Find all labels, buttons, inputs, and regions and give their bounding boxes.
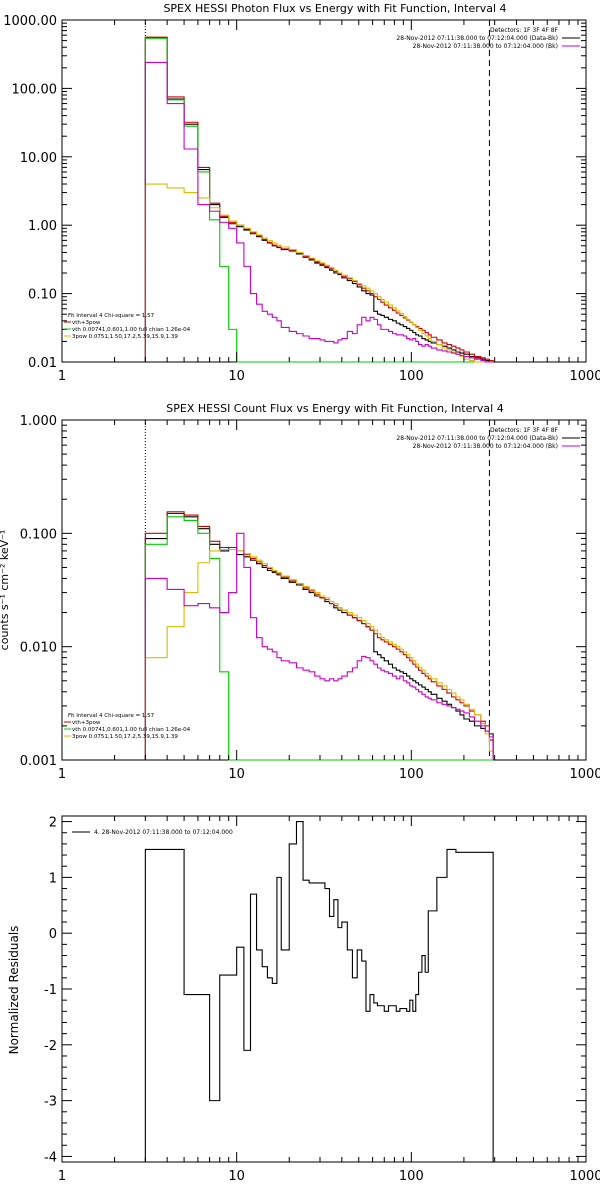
panel3-frame xyxy=(61,815,587,1163)
y-tick-label: 0.10 xyxy=(28,288,57,303)
panel1-frame xyxy=(61,19,587,363)
series-3-step-line xyxy=(144,548,494,760)
y-tick-label: 1000.00 xyxy=(3,14,57,29)
series-1-step-line xyxy=(144,511,494,760)
legend-top-entry: 28-Nov-2012 07:11:38.000 to 07:12:04.000… xyxy=(413,443,558,450)
y-tick-label: 0 xyxy=(49,927,57,942)
legend-residual-entry: 4. 28-Nov-2012 07:11:38.000 to 07:12:04.… xyxy=(94,829,233,836)
y-tick-label: 0.01 xyxy=(28,356,57,371)
y-tick-label: 1 xyxy=(49,871,57,886)
x-tick-label: 1000 xyxy=(569,767,600,782)
x-tick-label: 1000 xyxy=(569,1169,600,1184)
legend-bottom-entry: vth 0.00741,0.601,1.00 full chian 1.26e-… xyxy=(72,727,191,733)
legend-top-entry: 28-Nov-2012 07:11:38.000 to 07:12:04.000… xyxy=(413,43,558,50)
x-tick-label: 1 xyxy=(58,767,66,782)
panel2-ylabel: counts s⁻¹ cm⁻² keV⁻¹ xyxy=(0,530,11,651)
x-tick-label: 10 xyxy=(228,369,245,384)
series-3-step-line xyxy=(144,183,494,363)
x-tick-label: 100 xyxy=(399,1169,424,1184)
y-tick-label: 0.010 xyxy=(20,641,57,656)
series-2-step-line xyxy=(144,516,494,761)
y-tick-label: 0.001 xyxy=(20,754,57,769)
y-tick-label: -3 xyxy=(44,1095,57,1110)
panel1-title: SPEX HESSI Photon Flux vs Energy with Fi… xyxy=(163,2,506,15)
y-tick-label: -4 xyxy=(44,1150,57,1165)
panel2-title: SPEX HESSI Count Flux vs Energy with Fit… xyxy=(166,402,503,415)
y-tick-label: 2 xyxy=(49,816,57,831)
series-4-step-line xyxy=(144,532,494,760)
legend-bottom-entry: 3pow 0.0751,1.50,17.2,5.39,15.9,1.39 xyxy=(72,734,178,740)
residuals-panel: Normalized Residuals 1 10 100 1000 -4 -3 -2 -1 0… xyxy=(7,815,600,1184)
x-tick-label: 10 xyxy=(228,1169,245,1184)
series-0-step-line xyxy=(144,512,494,760)
x-tick-label: 100 xyxy=(399,767,424,782)
y-tick-label: -1 xyxy=(44,983,57,998)
legend-bottom-entry: 3pow 0.0751,1.50,17.2,5.39,15.9,1.39 xyxy=(72,334,178,340)
photon-flux-panel: SPEX HESSI Photon Flux vs Energy with Fi… xyxy=(3,2,600,384)
legend-bottom-entry: vth 0.00741,0.601,1.00 full chian 1.26e-… xyxy=(72,327,191,333)
legend-top-entry: 28-Nov-2012 07:11:38.000 to 07:12:04.000… xyxy=(396,435,558,442)
y-tick-label: 0.100 xyxy=(20,527,57,542)
y-tick-label: 1.00 xyxy=(28,219,57,234)
y-tick-label: 100.00 xyxy=(12,82,58,97)
legend-top-entry: Detectors: 1F 3F 4F 8F xyxy=(490,427,559,434)
legend-bottom-entry: vth+3pow xyxy=(72,320,101,326)
series-4-step-line xyxy=(144,61,494,363)
panel2-frame xyxy=(61,419,587,761)
count-flux-panel: SPEX HESSI Count Flux vs Energy with Fit… xyxy=(0,402,600,782)
series-2-step-line xyxy=(144,37,494,363)
panel3-ylabel: Normalized Residuals xyxy=(7,926,21,1055)
x-tick-label: 100 xyxy=(399,369,424,384)
y-tick-label: 1.000 xyxy=(20,414,57,429)
y-tick-label: 10.00 xyxy=(20,151,57,166)
y-tick-label: -2 xyxy=(44,1039,57,1054)
series-1-step-line xyxy=(144,36,494,362)
x-tick-label: 1 xyxy=(58,1169,66,1184)
x-tick-label: 1000 xyxy=(569,369,600,384)
legend-bottom-entry: Fit Interval 4 Chi-square = 1.57 xyxy=(68,313,155,319)
x-tick-label: 1 xyxy=(58,369,66,384)
legend-bottom-entry: vth+3pow xyxy=(72,720,101,726)
legend-bottom-entry: Fit Interval 4 Chi-square = 1.57 xyxy=(68,713,155,719)
legend-top-entry: 28-Nov-2012 07:11:38.000 to 07:12:04.000… xyxy=(396,35,558,42)
legend-top-entry: Detectors: 1F 3F 4F 8F xyxy=(490,27,559,34)
series-0-step-line xyxy=(144,821,494,1162)
x-tick-label: 10 xyxy=(228,767,245,782)
